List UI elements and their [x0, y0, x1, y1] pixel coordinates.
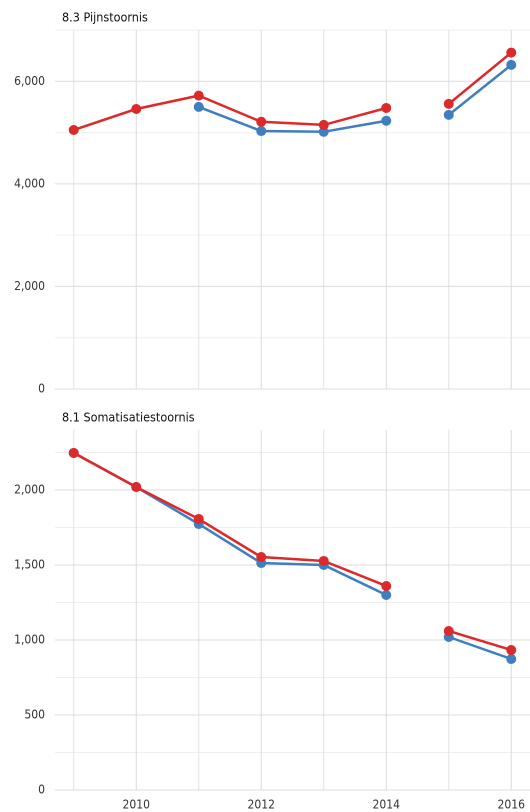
series-line [448, 63, 513, 116]
y-tick-label: 1,500 [14, 558, 45, 572]
data-point [506, 645, 517, 656]
data-point [193, 101, 204, 112]
data-point [506, 654, 517, 665]
series-line [198, 105, 387, 134]
y-tick-label: 4,000 [14, 176, 45, 190]
y-tick-label: 6,000 [14, 74, 45, 88]
data-point [506, 59, 517, 70]
data-point [318, 126, 329, 137]
series-line [73, 451, 387, 588]
x-tick-label: 2016 [498, 798, 526, 812]
series-line [448, 51, 513, 105]
y-tick-label: 500 [24, 708, 45, 722]
data-point [381, 581, 392, 591]
data-point [318, 555, 329, 566]
data-point [443, 626, 454, 636]
series-line [448, 629, 512, 652]
data-point [68, 447, 79, 458]
series-line [73, 94, 387, 132]
panel-title: 8.1 Somatisatiestoornis [62, 410, 195, 425]
x-tick-label: 2010 [123, 798, 151, 812]
series-line [448, 635, 512, 661]
data-point [131, 482, 142, 492]
data-point [381, 115, 392, 126]
x-tick-label: 2014 [373, 798, 401, 812]
y-tick-label: 2,000 [14, 279, 45, 293]
y-tick-label: 2,000 [14, 483, 45, 497]
x-tick-label: 2012 [248, 798, 275, 812]
data-point [318, 119, 329, 130]
data-point [381, 102, 392, 113]
panel-title: 8.3 Pijnstoornis [62, 10, 148, 25]
data-point [256, 126, 267, 137]
data-point [256, 552, 267, 563]
data-point [193, 513, 204, 524]
data-point [443, 109, 454, 120]
data-point [381, 590, 392, 600]
data-point [193, 90, 204, 101]
y-tick-label: 0 [38, 382, 45, 396]
series-line [73, 451, 387, 597]
data-point [506, 47, 517, 58]
data-point [256, 116, 267, 127]
y-tick-label: 1,000 [14, 633, 45, 647]
data-point [443, 98, 454, 109]
data-point [68, 125, 79, 136]
y-tick-label: 0 [38, 783, 45, 797]
data-point [131, 103, 142, 114]
